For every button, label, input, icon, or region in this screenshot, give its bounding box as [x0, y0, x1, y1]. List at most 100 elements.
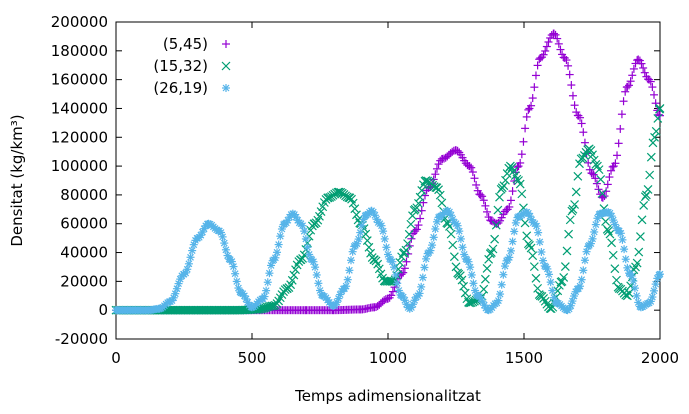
- legend-marker: [222, 40, 230, 48]
- data-point: [465, 298, 475, 308]
- data-point: [548, 286, 557, 295]
- data-point: [374, 264, 384, 274]
- data-point: [537, 248, 546, 257]
- y-tick-label: 200000: [51, 13, 108, 31]
- data-point: [289, 270, 299, 280]
- data-point: [568, 91, 577, 100]
- data-point: [449, 252, 459, 262]
- data-point: [616, 229, 625, 238]
- data-point: [613, 151, 622, 160]
- data-point: [543, 264, 552, 273]
- data-point: [624, 288, 634, 298]
- data-point: [580, 256, 589, 265]
- y-tick-label: 140000: [51, 99, 108, 117]
- data-point: [491, 220, 501, 230]
- data-point: [473, 186, 482, 195]
- data-point: [287, 275, 297, 285]
- data-point: [508, 237, 517, 246]
- data-point: [646, 152, 656, 162]
- data-point: [272, 299, 282, 308]
- data-point: [388, 257, 397, 266]
- data-point: [186, 253, 195, 262]
- data-point: [510, 227, 519, 236]
- data-point: [614, 139, 623, 148]
- data-point: [488, 244, 498, 254]
- data-point: [632, 258, 642, 268]
- data-point: [560, 262, 570, 271]
- series-3: [112, 206, 664, 315]
- data-point: [629, 64, 638, 73]
- data-point: [529, 262, 539, 272]
- data-point: [607, 166, 616, 175]
- data-point: [499, 270, 508, 279]
- data-point: [525, 240, 534, 250]
- data-point: [564, 61, 573, 70]
- data-point: [539, 50, 548, 59]
- data-point: [629, 276, 638, 285]
- data-point: [497, 280, 506, 289]
- data-point: [650, 90, 659, 99]
- data-point: [426, 246, 435, 255]
- data-point: [403, 239, 413, 249]
- data-point: [417, 282, 426, 291]
- data-point: [389, 263, 398, 272]
- y-tick-label: 80000: [60, 186, 108, 204]
- data-point: [618, 235, 627, 244]
- data-point: [634, 247, 644, 257]
- data-point: [428, 241, 437, 250]
- data-point: [578, 153, 588, 163]
- data-point: [220, 239, 229, 248]
- data-point: [617, 110, 626, 119]
- data-point: [588, 150, 597, 160]
- data-point: [221, 245, 230, 254]
- data-point: [408, 211, 417, 221]
- data-point: [379, 227, 388, 236]
- data-point: [582, 247, 591, 256]
- data-point: [314, 279, 323, 288]
- data-point: [483, 207, 492, 216]
- data-point: [232, 277, 241, 286]
- data-point: [570, 101, 579, 110]
- data-point: [395, 258, 405, 267]
- data-point: [554, 39, 563, 48]
- data-point: [531, 71, 540, 80]
- data-point: [482, 264, 492, 273]
- data-point: [229, 262, 238, 271]
- legend-label: (15,32): [153, 57, 208, 75]
- data-point: [530, 83, 539, 92]
- data-point: [516, 158, 525, 167]
- data-point: [455, 227, 464, 236]
- data-point: [643, 184, 653, 194]
- data-point: [417, 186, 427, 195]
- data-point: [533, 61, 542, 70]
- y-tick-label: 120000: [51, 128, 108, 146]
- data-point: [506, 196, 515, 205]
- data-point: [291, 265, 300, 275]
- data-point: [362, 236, 372, 246]
- data-point: [535, 237, 544, 246]
- data-point: [196, 231, 205, 240]
- data-point: [502, 169, 512, 178]
- data-point: [619, 97, 628, 106]
- data-point: [635, 232, 645, 241]
- data-point: [415, 289, 424, 298]
- data-point: [559, 273, 569, 282]
- data-point: [591, 174, 600, 183]
- y-tick-label: 40000: [60, 244, 108, 262]
- data-point: [560, 54, 569, 63]
- data-point: [499, 181, 509, 191]
- data-point: [256, 304, 266, 314]
- x-tick-label: 1000: [369, 349, 407, 367]
- data-point: [467, 163, 476, 172]
- data-point: [311, 218, 321, 228]
- data-point: [352, 210, 361, 220]
- data-point: [259, 303, 269, 313]
- data-point: [532, 222, 541, 231]
- data-point: [466, 263, 475, 272]
- data-point: [309, 257, 318, 266]
- data-point: [553, 34, 562, 43]
- data-point: [429, 233, 438, 242]
- data-point: [347, 256, 356, 265]
- data-point: [549, 29, 558, 38]
- data-point: [608, 250, 618, 260]
